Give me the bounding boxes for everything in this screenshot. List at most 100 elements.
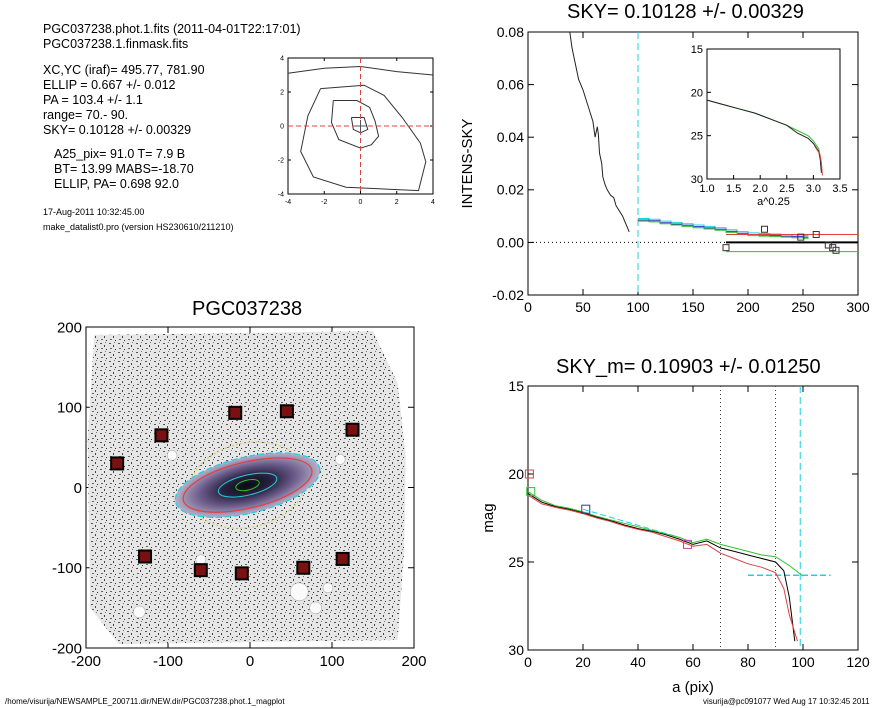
y-tick-label: -100 — [52, 560, 82, 577]
inset-x-tick-label: 3.5 — [832, 183, 847, 195]
contour-line — [350, 117, 369, 134]
x-tick-label: 20 — [575, 654, 591, 670]
mask-marker — [345, 422, 360, 437]
inset-xlabel: a^0.25 — [757, 196, 790, 208]
x-tick-label: 40 — [630, 654, 646, 670]
galaxy-body — [175, 452, 320, 518]
x-tick-label: 250 — [791, 299, 815, 315]
footer-path: /home/visurija/NEWSAMPLE_200711.dir/NEW.… — [5, 697, 285, 706]
contour-line — [300, 84, 427, 192]
x-tick-label: 120 — [846, 654, 870, 670]
mag-cyan-fit — [582, 508, 680, 538]
sky-step-cyan — [638, 218, 809, 237]
mask-marker — [296, 560, 311, 575]
sky-profile-title: SKY= 0.10128 +/- 0.00329 — [567, 1, 804, 23]
sky-step-green — [638, 220, 809, 239]
sky-square-marker — [761, 225, 768, 233]
inset-y-tick-label: 25 — [691, 131, 703, 143]
y-tick-label: 0.06 — [497, 77, 524, 93]
footer-user: visurija@pc091077 Wed Aug 17 10:32:45 20… — [703, 697, 870, 706]
y-tick-label: 200 — [57, 319, 82, 336]
inset-x-tick-label: 1.0 — [699, 183, 714, 195]
inset-y-tick-label: 20 — [691, 87, 703, 99]
inset-y-tick-label: 30 — [691, 174, 703, 186]
x-tick-label: 80 — [740, 654, 756, 670]
y-tick-label: 0 — [280, 123, 284, 130]
y-tick-label: -2 — [278, 157, 284, 164]
x-tick-label: 0 — [524, 654, 532, 670]
star-blob — [322, 582, 334, 594]
y-tick-label: 20 — [508, 466, 524, 482]
x-tick-label: 100 — [319, 653, 344, 670]
mag-xlabel: a (pix) — [672, 679, 714, 696]
x-tick-label: 100 — [626, 299, 650, 315]
contour-line — [330, 100, 380, 149]
inner-cyan-ellipse — [217, 472, 278, 498]
y-tick-label: 15 — [508, 378, 524, 394]
param-bt: BT= 13.99 MABS=-18.70 — [54, 162, 194, 176]
x-tick-label: 100 — [791, 654, 815, 670]
star-blob — [289, 582, 309, 602]
x-tick-label: 150 — [681, 299, 705, 315]
y-tick-label: 0.00 — [497, 234, 524, 250]
x-tick-label: 0 — [359, 199, 363, 206]
y-tick-label: 0.02 — [497, 182, 524, 198]
mask-marker — [279, 404, 294, 419]
x-tick-label: 0 — [246, 653, 254, 670]
mag-series-black — [527, 492, 796, 642]
mask-line: PGC037238.1.finmask.fits — [43, 37, 189, 51]
inset-x-tick-label: 3.0 — [806, 183, 821, 195]
red-ellipse — [182, 457, 313, 513]
x-tick-label: 200 — [401, 653, 426, 670]
sky-square-marker — [812, 231, 820, 239]
cyan-ellipse — [174, 452, 321, 518]
mag-series-red — [527, 494, 798, 642]
y-tick-label: -4 — [278, 191, 284, 198]
date-stamp: 17-Aug-2011 10:32:45.00 — [43, 207, 145, 217]
star-blob — [166, 450, 178, 461]
inset-curve-red — [814, 145, 823, 176]
mag-square-red — [524, 469, 534, 479]
x-tick-label: 300 — [846, 299, 870, 315]
y-tick-label: 4 — [280, 55, 284, 62]
mask-marker — [228, 405, 243, 420]
mask-marker — [193, 563, 208, 578]
star-blob — [309, 601, 322, 615]
inset-y-tick-label: 15 — [691, 44, 703, 56]
mask-marker — [335, 551, 350, 566]
file-line: PGC037238.phot.1.fits (2011-04-01T22:17:… — [43, 22, 301, 36]
star-blob — [334, 454, 346, 465]
galaxy-title: PGC037238 — [192, 298, 303, 320]
y-tick-label: 0 — [74, 480, 82, 497]
star-blob — [133, 605, 146, 619]
x-tick-label: 60 — [685, 654, 701, 670]
y-tick-label: -0.02 — [492, 287, 524, 303]
sky-ylabel: INTENS-SKY — [459, 118, 476, 208]
inset-x-tick-label: 2.0 — [753, 183, 768, 195]
x-tick-label: 50 — [575, 299, 591, 315]
x-tick-label: 4 — [431, 199, 435, 206]
mask-marker — [138, 549, 153, 564]
mag-series-green — [527, 491, 804, 577]
inset-x-tick-label: 2.5 — [779, 183, 794, 195]
x-tick-label: 200 — [736, 299, 760, 315]
mask-marker — [234, 566, 249, 581]
mag-profile-title: SKY_m= 0.10903 +/- 0.01250 — [556, 356, 821, 378]
mask-marker — [110, 456, 125, 471]
mag-square-blue — [581, 504, 591, 514]
param-ellip-pa: ELLIP, PA= 0.698 92.0 — [54, 177, 179, 191]
param-center: XC,YC (iraf)= 495.77, 781.90 — [43, 63, 205, 77]
inset-frame — [706, 48, 841, 180]
y-tick-label: 2 — [280, 89, 284, 96]
mag-square-green — [526, 487, 536, 497]
sky-square-marker — [797, 233, 805, 241]
core-ellipse — [235, 478, 260, 492]
x-tick-label: -200 — [71, 653, 101, 670]
x-tick-label: 2 — [395, 199, 399, 206]
param-a25: A25_pix= 91.0 T= 7.9 B — [54, 147, 186, 161]
y-tick-label: 0.08 — [497, 24, 524, 40]
y-tick-label: 0.04 — [497, 129, 524, 145]
x-tick-label: -4 — [285, 199, 291, 206]
x-tick-label: -2 — [321, 199, 327, 206]
